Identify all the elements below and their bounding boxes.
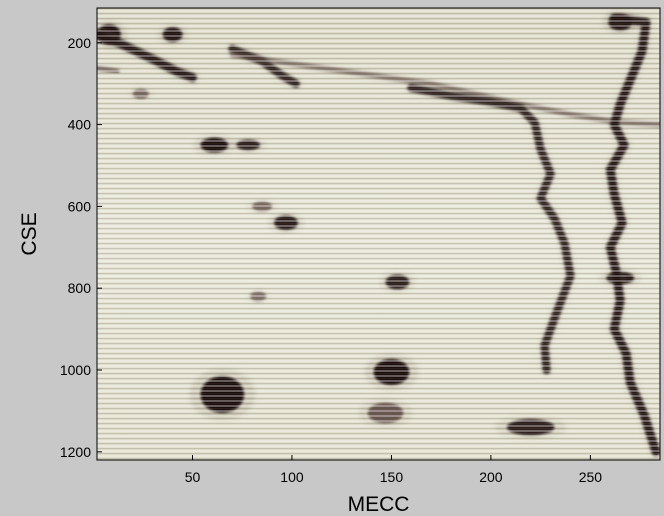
x-axis: 50 100 150 200 250 xyxy=(185,455,603,485)
heatmap-stripes xyxy=(97,8,660,460)
plot-frame xyxy=(96,7,661,461)
plot-area xyxy=(97,8,660,460)
y-tick-label: 800 xyxy=(68,280,92,296)
y-tick-label: 400 xyxy=(68,117,92,133)
y-axis-label: CSE xyxy=(18,212,41,255)
x-tick-label: 150 xyxy=(380,469,404,485)
x-tick-label: 100 xyxy=(280,469,304,485)
y-tick-label: 1200 xyxy=(60,444,91,460)
x-tick-label: 50 xyxy=(185,469,201,485)
y-tick-label: 200 xyxy=(68,35,92,51)
x-axis-label: MECC xyxy=(348,493,410,516)
y-tick-label: 1000 xyxy=(60,362,91,378)
y-tick-label: 600 xyxy=(68,198,92,214)
x-tick-label: 200 xyxy=(479,469,503,485)
x-tick-label: 250 xyxy=(579,469,603,485)
y-axis: 200 400 600 800 1000 1200 xyxy=(60,35,102,460)
